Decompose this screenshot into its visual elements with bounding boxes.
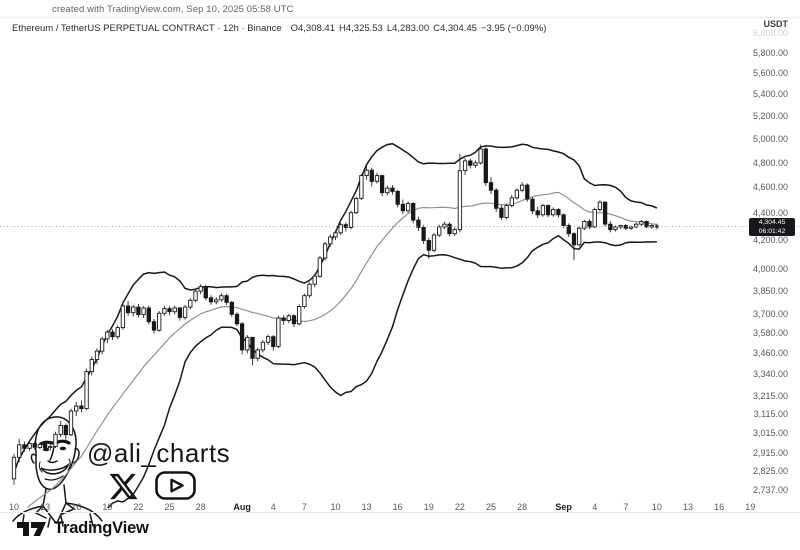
time-tick: 10: [330, 502, 341, 512]
face-shoulders: [12, 502, 103, 528]
price-tick: 3,460.00: [752, 348, 788, 359]
face-laugh-lines: [38, 458, 71, 473]
ohlc-low: L4,283.00: [386, 23, 430, 34]
bb-lower-line: [106, 234, 657, 508]
time-tick: 22: [454, 502, 465, 512]
time-tick: 10: [8, 502, 19, 512]
price-tick: 5,200.00: [752, 111, 788, 122]
price-tick: 4,800.00: [752, 157, 788, 168]
ohlc-change: −3.95 (−0.09%): [480, 23, 547, 34]
bb-middle-line: [26, 191, 658, 508]
youtube-logo-icon: [155, 471, 196, 500]
face-neck: [42, 484, 67, 507]
time-tick: Aug: [233, 502, 251, 512]
currency-label: USDT: [763, 19, 789, 29]
price-tick: 2,915.00: [752, 447, 788, 458]
price-tick: 5,000.00: [752, 133, 788, 144]
bottom-divider: [0, 512, 800, 513]
time-tick: 19: [102, 502, 113, 512]
time-tick: 7: [301, 502, 307, 512]
attribution-text: created with TradingView.com, Sep 10, 20…: [52, 4, 294, 15]
face-right-eye: [59, 446, 67, 451]
last-price-badge: 4,304.45 06:01:42: [749, 218, 795, 236]
time-tick: 16: [714, 502, 725, 512]
time-tick: 16: [392, 502, 403, 512]
time-tick: 28: [195, 502, 206, 512]
time-tick: 28: [517, 502, 528, 512]
face-smile: [40, 462, 70, 475]
face-left-eye: [42, 447, 50, 452]
price-tick: 3,215.00: [752, 390, 788, 401]
time-tick: 19: [423, 502, 434, 512]
time-tick: 19: [745, 502, 756, 512]
tradingview-logo: TradingView: [17, 518, 149, 538]
ohlc-open: O4,308.41: [290, 23, 335, 34]
time-tick: 13: [40, 502, 51, 512]
price-tick: 4,000.00: [752, 263, 788, 274]
face-collar: [34, 502, 76, 524]
price-tick: 4,400.00: [752, 208, 788, 219]
chart-legend[interactable]: Ethereum / TetherUS PERPETUAL CONTRACT ·…: [12, 23, 550, 34]
symbol-title: Ethereum / TetherUS PERPETUAL CONTRACT ·…: [12, 23, 282, 34]
price-tick: 3,850.00: [752, 285, 788, 296]
time-tick: Sep: [555, 502, 572, 512]
tradingview-logo-icon: [17, 522, 46, 536]
badge-price: 4,304.45: [758, 219, 786, 226]
candlesticks: [11, 144, 660, 485]
price-tick: 6,000.00: [752, 27, 788, 38]
face-left-eyebrow: [39, 440, 54, 446]
face-left-ear: [30, 453, 36, 464]
price-tick: 3,015.00: [752, 428, 788, 439]
time-tick: 22: [133, 502, 144, 512]
price-tick: 3,580.00: [752, 328, 788, 339]
time-tick: 4: [270, 502, 276, 512]
price-axis[interactable]: USDT 6,000.00 5,800.00 5,600.00 5,400.00 5,2…: [745, 0, 800, 550]
price-tick: 5,400.00: [752, 89, 788, 100]
ohlc-high: H4,325.53: [339, 23, 383, 34]
price-tick: 3,115.00: [753, 409, 788, 420]
top-divider: [0, 17, 800, 18]
face-lower-lip: [44, 475, 64, 481]
face-nose: [47, 446, 58, 464]
time-tick: 7: [623, 502, 629, 512]
tradingview-wordmark: TradingView: [54, 518, 149, 537]
price-tick: 3,700.00: [752, 309, 788, 320]
time-tick: 16: [71, 502, 82, 512]
price-tick: 5,600.00: [752, 67, 788, 78]
price-tick: 2,737.00: [752, 484, 788, 495]
time-tick: 10: [651, 502, 662, 512]
face-right-ear: [73, 448, 80, 464]
badge-countdown: 06:01:42: [758, 227, 786, 235]
ohlc-close: C4,304.45: [433, 23, 477, 34]
time-tick: 25: [164, 502, 175, 512]
price-tick: 3,340.00: [752, 368, 788, 379]
watermark-handle: @ali_charts: [87, 438, 231, 468]
time-axis[interactable]: 10 13 16 19 22 25 28 Aug 4 7 10 13 16 19 22 25 28 Sep 4 7 10…: [0, 501, 757, 514]
price-tick: 4,200.00: [752, 235, 788, 246]
face-right-eyebrow: [56, 439, 71, 445]
price-tick: 2,825.00: [752, 466, 788, 477]
time-tick: 13: [361, 502, 372, 512]
price-tick: 5,800.00: [752, 47, 788, 58]
time-tick: 13: [683, 502, 694, 512]
x-logo-icon: [109, 473, 138, 500]
time-tick: 25: [486, 502, 497, 512]
time-tick: 4: [592, 502, 598, 512]
price-tick: 4,600.00: [752, 182, 788, 193]
